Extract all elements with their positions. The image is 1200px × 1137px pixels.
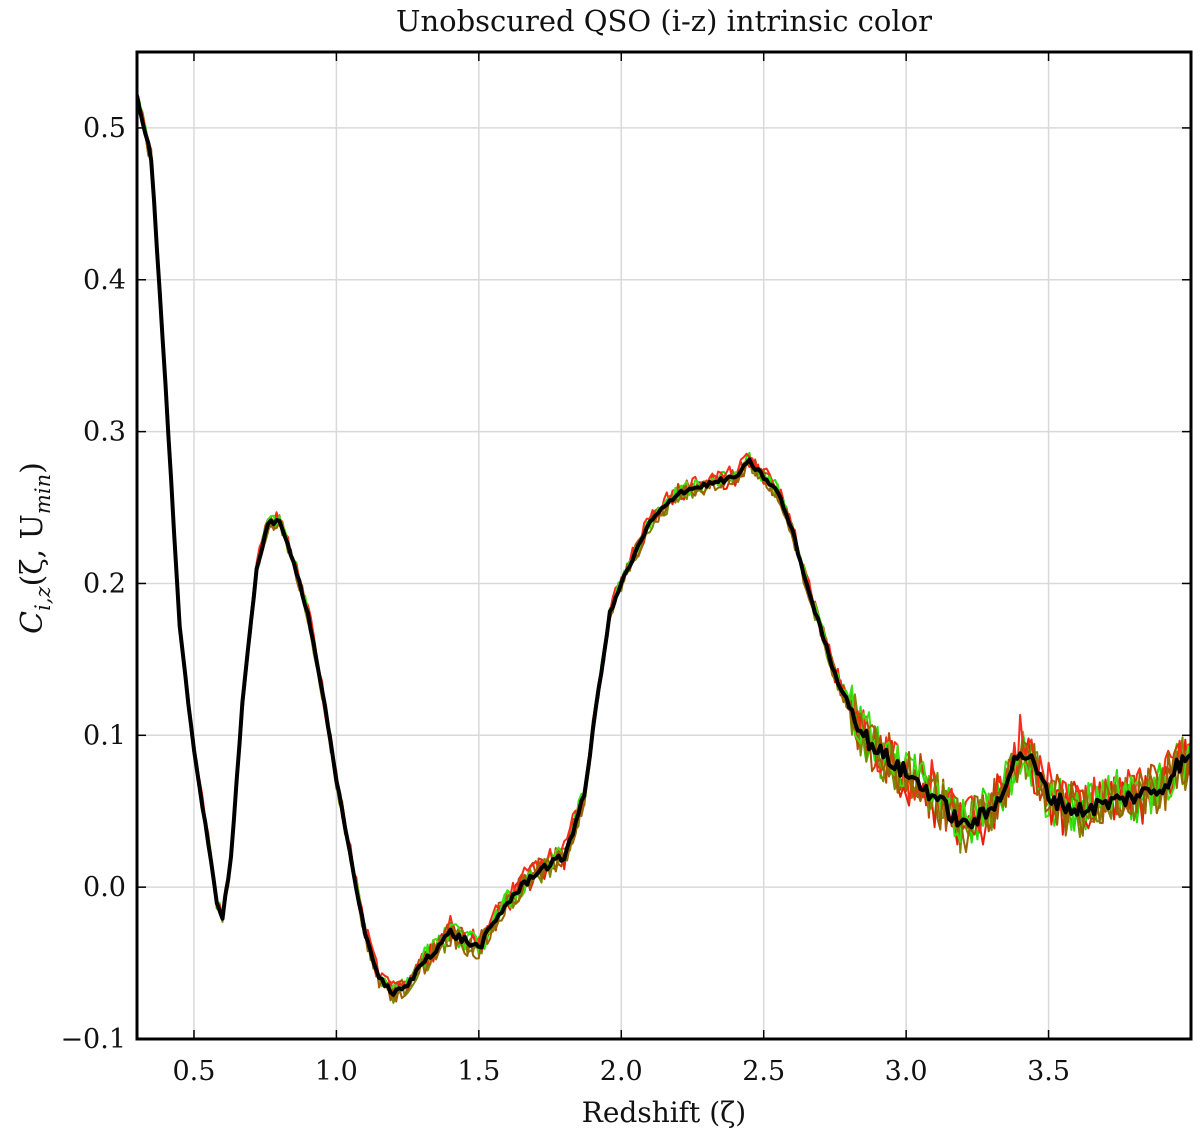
x-axis-label: Redshift (ζ) <box>582 1096 746 1129</box>
x-axis-ticks: 0.5 1.0 1.5 2.0 2.5 3.0 3.5 <box>172 52 1070 1087</box>
sample-curve <box>137 90 1191 987</box>
sample-curve <box>137 104 1191 1004</box>
sample-curve <box>137 98 1191 995</box>
y-tick-label: 0.0 <box>83 872 126 903</box>
y-axis-ticks: −0.1 0.0 0.1 0.2 0.3 0.4 0.5 <box>60 113 1191 1055</box>
plot-series <box>137 90 1191 1004</box>
chart-title: Unobscured QSO (i-z) intrinsic color <box>396 4 932 38</box>
y-tick-label: 0.1 <box>83 720 126 751</box>
sample-curve <box>137 104 1191 1003</box>
sample-curve <box>137 99 1191 1001</box>
x-tick-label: 3.0 <box>885 1056 928 1087</box>
plot-frame <box>135 50 1193 1041</box>
y-tick-label: 0.4 <box>83 265 126 296</box>
x-tick-label: 1.5 <box>457 1056 500 1087</box>
x-tick-label: 2.5 <box>742 1056 785 1087</box>
y-tick-label: 0.2 <box>83 568 126 599</box>
y-tick-label: 0.5 <box>83 113 126 144</box>
x-tick-label: 0.5 <box>172 1056 215 1087</box>
sample-curve <box>137 93 1191 994</box>
x-tick-label: 3.5 <box>1027 1056 1070 1087</box>
x-tick-label: 1.0 <box>315 1056 358 1087</box>
y-tick-label: 0.3 <box>83 417 126 448</box>
grid <box>137 52 1191 1040</box>
y-axis-label: Ci,z(ζ, Umin) <box>15 462 55 634</box>
x-tick-label: 2.0 <box>600 1056 643 1087</box>
sample-curve <box>137 94 1191 996</box>
y-tick-label: −0.1 <box>60 1024 126 1055</box>
mean-curve <box>137 95 1191 997</box>
